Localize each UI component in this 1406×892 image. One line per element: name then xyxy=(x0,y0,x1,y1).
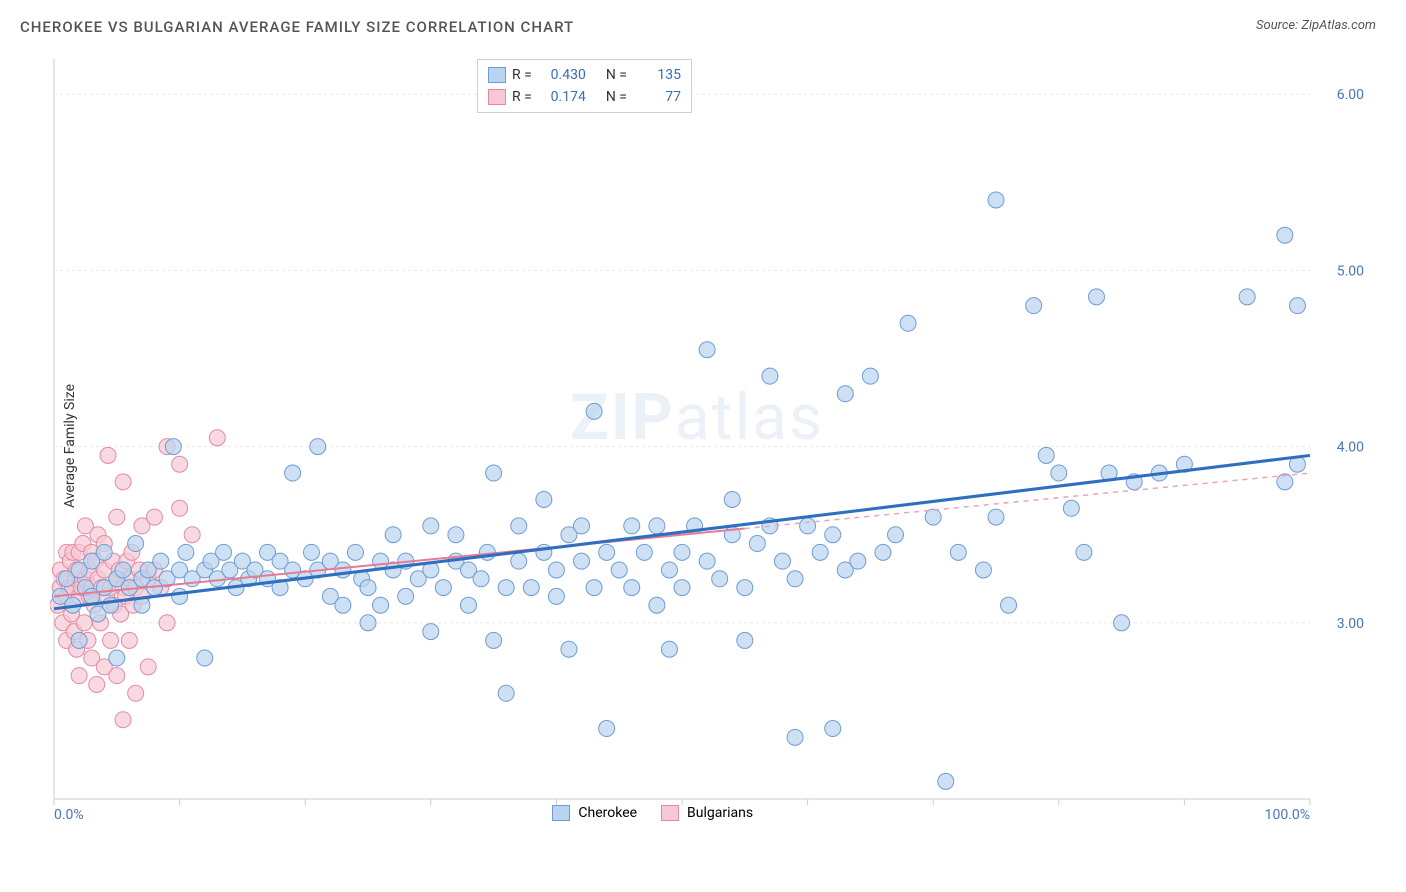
cherokee-n-value: 135 xyxy=(633,67,681,83)
n-equals-label: N = xyxy=(606,89,627,105)
bulgarians-n-value: 77 xyxy=(633,89,681,105)
swatch-bulgarians xyxy=(661,805,679,821)
svg-text:3.00: 3.00 xyxy=(1337,616,1364,632)
legend-bottom: Cherokee Bulgarians xyxy=(552,805,753,821)
swatch-cherokee xyxy=(488,67,506,83)
bulgarians-r-value: 0.174 xyxy=(538,89,586,105)
x-axis-min-label: 0.0% xyxy=(54,807,84,823)
swatch-cherokee xyxy=(552,805,570,821)
legend-item-cherokee: Cherokee xyxy=(552,805,637,821)
svg-text:5.00: 5.00 xyxy=(1337,263,1364,279)
legend-row-cherokee: R = 0.430 N = 135 xyxy=(488,64,681,86)
x-axis-max-label: 100.0% xyxy=(1265,807,1310,823)
legend-top: R = 0.430 N = 135 R = 0.174 N = 77 xyxy=(477,59,692,113)
legend-item-bulgarians: Bulgarians xyxy=(661,805,753,821)
cherokee-r-value: 0.430 xyxy=(538,67,586,83)
scatter-plot: 3.00 4.00 5.00 6.00 xyxy=(50,55,1370,825)
chart-source: Source: ZipAtlas.com xyxy=(1256,18,1376,33)
legend-label-cherokee: Cherokee xyxy=(578,805,637,821)
svg-text:6.00: 6.00 xyxy=(1337,87,1364,103)
r-equals-label: R = xyxy=(512,67,532,83)
svg-text:4.00: 4.00 xyxy=(1337,440,1364,456)
swatch-bulgarians xyxy=(488,89,506,105)
r-equals-label: R = xyxy=(512,89,532,105)
chart-container: { "title": "CHEROKEE VS BULGARIAN AVERAG… xyxy=(0,0,1406,892)
chart-title: CHEROKEE VS BULGARIAN AVERAGE FAMILY SIZ… xyxy=(20,18,574,36)
n-equals-label: N = xyxy=(606,67,627,83)
legend-label-bulgarians: Bulgarians xyxy=(687,805,753,821)
legend-row-bulgarians: R = 0.174 N = 77 xyxy=(488,86,681,108)
